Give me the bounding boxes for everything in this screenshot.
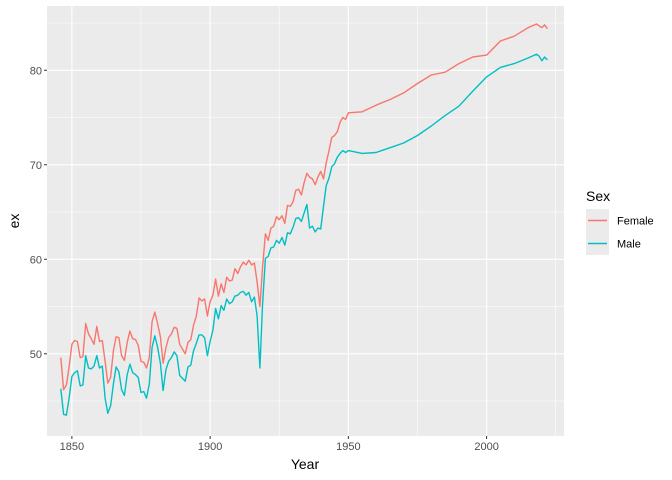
y-tick-label: 50 [30,349,42,361]
series-layer [60,23,548,416]
x-axis-ticks: 1850 1900 1950 2000 [60,436,499,453]
series-line-male [60,53,548,416]
x-tick-label: 2000 [474,441,498,453]
x-tick-label: 1850 [60,441,84,453]
legend-label-female: Female [617,216,654,228]
x-tick-label: 1950 [336,441,360,453]
y-axis-title: ex [6,214,22,229]
y-axis-ticks: 50 60 70 80 [30,65,47,361]
legend: Sex Female Male [586,188,654,255]
x-axis-title: Year [291,456,320,472]
y-tick-label: 60 [30,254,42,266]
y-tick-label: 80 [30,65,42,77]
legend-title: Sex [586,188,610,204]
y-tick-label: 70 [30,160,42,172]
x-tick-label: 1900 [198,441,222,453]
series-line-female [60,23,548,391]
legend-label-male: Male [617,239,641,251]
gridlines [47,6,564,436]
plot-background [47,6,564,436]
